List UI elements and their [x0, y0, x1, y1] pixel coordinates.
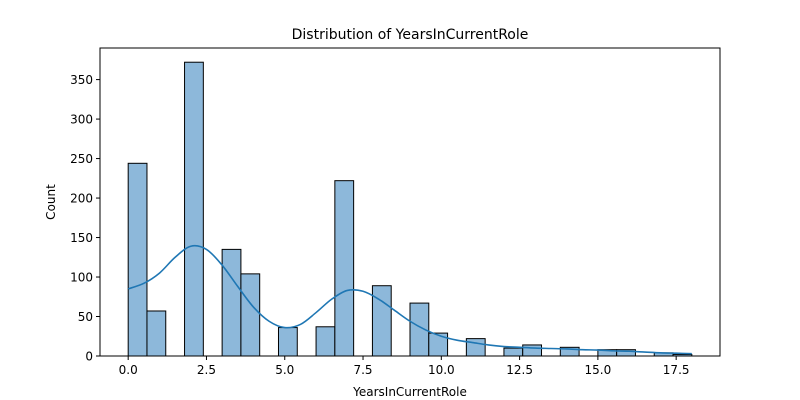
y-tick-label: 200	[70, 192, 93, 206]
x-axis-ticks: 0.0 2.5 5.0 7.5 10.0 12.5 15.0 17.5	[119, 356, 690, 377]
kde-line	[127, 244, 692, 355]
y-tick-label: 250	[70, 152, 93, 166]
histogram-bar	[503, 347, 524, 357]
histogram-bar	[146, 310, 167, 357]
y-tick-label: 300	[70, 113, 93, 127]
x-tick-label: 17.5	[663, 363, 690, 377]
histogram-bar	[221, 248, 242, 357]
y-tick-label: 50	[78, 310, 93, 324]
x-tick-label: 10.0	[428, 363, 455, 377]
histogram-bar	[334, 180, 355, 357]
histogram-bar	[315, 326, 336, 357]
y-tick-label: 350	[70, 73, 93, 87]
histogram-bar	[184, 61, 204, 357]
histogram-bar	[240, 273, 261, 357]
chart-title: Distribution of YearsInCurrentRole	[292, 27, 529, 43]
y-tick-label: 0	[85, 350, 93, 364]
y-tick-label: 100	[70, 271, 93, 285]
histogram-bar	[522, 344, 543, 357]
x-tick-label: 2.5	[197, 363, 216, 377]
y-tick-label: 150	[70, 231, 93, 245]
x-tick-label: 5.0	[275, 363, 294, 377]
x-axis-label: YearsInCurrentRole	[352, 385, 467, 399]
histogram-bars	[127, 61, 693, 357]
x-tick-label: 12.5	[506, 363, 533, 377]
histogram-bar	[277, 327, 298, 357]
y-axis-ticks: 0 50 100 150 200 250 300 350	[70, 73, 100, 364]
x-tick-label: 0.0	[119, 363, 138, 377]
plot-frame	[99, 47, 721, 357]
y-axis-label: Count	[44, 184, 58, 220]
histogram-bar	[127, 162, 148, 357]
histogram-bar	[465, 338, 486, 357]
kde-curve-group	[127, 244, 692, 355]
x-tick-label: 7.5	[353, 363, 372, 377]
x-tick-label: 15.0	[585, 363, 612, 377]
